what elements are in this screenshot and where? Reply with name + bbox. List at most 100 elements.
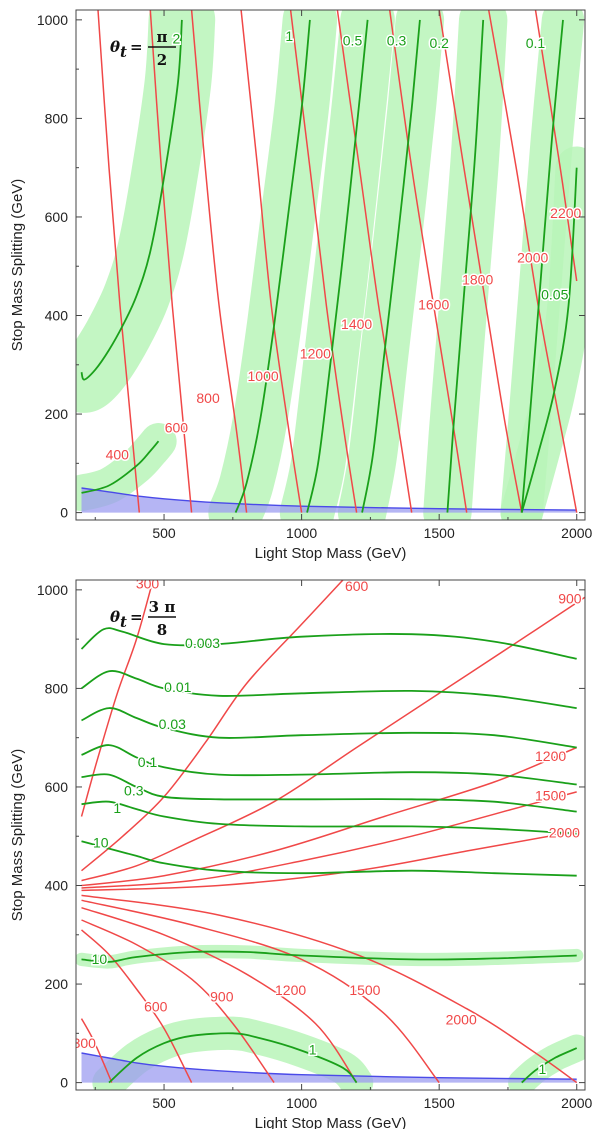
theta-equals: = [130, 608, 143, 626]
green-contour-label: 10 [93, 834, 109, 850]
excluded-region [81, 1053, 577, 1083]
uncertainty-band [76, 10, 216, 413]
red-contour-label: 2000 [517, 250, 548, 266]
x-tick-label: 500 [152, 1095, 176, 1111]
red-contour-label: 2000 [446, 1012, 477, 1028]
red-contour-label: 1200 [275, 982, 306, 998]
red-contour-label: 600 [144, 998, 168, 1014]
green-contour-label: 0.5 [343, 33, 363, 49]
theta-equals: = [130, 38, 143, 56]
green-contour-label: 1 [538, 1061, 546, 1077]
red-contour-label: 1200 [300, 346, 331, 362]
green-contour-label: 0.3 [124, 783, 144, 799]
red-contour [438, 10, 523, 513]
green-contour [80, 627, 577, 660]
theta-subscript: t [120, 43, 127, 61]
theta-denominator: 8 [157, 621, 167, 639]
green-contour-label: 0.2 [429, 35, 449, 51]
red-contour-label: 900 [558, 590, 582, 606]
red-contour [336, 10, 413, 513]
green-contour-label: 1 [309, 1041, 317, 1057]
green-contour-label: 0.1 [138, 754, 158, 770]
red-contour [80, 1018, 113, 1083]
y-tick-label: 1000 [37, 582, 68, 598]
red-contour-label: 400 [106, 447, 130, 463]
theta-symbol: θ [110, 38, 120, 56]
red-contour [81, 919, 275, 1084]
green-contour [520, 167, 578, 513]
red-contour [97, 10, 141, 513]
red-contour [81, 580, 344, 872]
red-contour [81, 830, 577, 892]
red-contour [81, 906, 358, 1084]
green-contour [80, 19, 183, 381]
green-contour [306, 19, 369, 513]
red-contour [388, 10, 468, 513]
x-tick-label: 1500 [424, 1095, 455, 1111]
x-axis-label: Light Stop Mass (GeV) [255, 1115, 407, 1129]
theta-numerator: 3 π [149, 598, 176, 616]
green-contour [81, 773, 577, 813]
x-tick-label: 1000 [286, 1095, 317, 1111]
red-contour [149, 10, 193, 513]
green-contour [81, 440, 160, 494]
y-tick-label: 400 [45, 878, 69, 894]
red-contour-label: 800 [196, 390, 220, 406]
green-contour-label: 0.05 [541, 287, 568, 303]
red-contour-label: 1400 [341, 316, 372, 332]
red-contour-label: 600 [165, 420, 189, 436]
x-axis-label: Light Stop Mass (GeV) [255, 545, 407, 562]
y-tick-label: 600 [45, 209, 69, 225]
y-tick-label: 400 [45, 308, 69, 324]
green-contour-label: 0.01 [164, 679, 191, 695]
x-tick-label: 2000 [561, 525, 592, 541]
green-contour [81, 800, 577, 835]
green-contour [80, 670, 577, 709]
green-contour-label: 0.03 [159, 716, 186, 732]
red-contour [81, 929, 193, 1083]
y-tick-label: 1000 [37, 12, 68, 28]
green-contour [81, 707, 577, 749]
exclusion-line [81, 487, 577, 511]
x-tick-label: 1500 [424, 525, 455, 541]
green-contour-label: 1 [113, 800, 121, 816]
red-contour-label: 300 [136, 576, 160, 592]
red-contour-label: 1200 [535, 748, 566, 764]
green-contour [81, 744, 577, 786]
red-contour-label: 300 [73, 1035, 97, 1051]
green-contour [234, 19, 311, 513]
y-axis-label: Stop Mass Splitting (GeV) [9, 179, 26, 352]
x-tick-label: 500 [152, 525, 176, 541]
plot-frame [75, 9, 586, 521]
exclusion-line [81, 1052, 577, 1080]
red-contour [81, 894, 578, 1084]
green-contour-label: 0.003 [185, 635, 220, 651]
y-tick-label: 200 [45, 976, 69, 992]
y-tick-label: 800 [45, 680, 69, 696]
y-tick-label: 800 [45, 110, 69, 126]
x-tick-label: 1000 [286, 525, 317, 541]
green-contour-label: 1 [285, 28, 293, 44]
theta-symbol: θ [110, 608, 120, 626]
plot-area: 300 600 900 1200 1500 2000 300 600 900 1200 1500 20… [73, 576, 585, 1090]
red-contour-label: 2000 [549, 824, 580, 840]
y-tick-label: 0 [60, 505, 68, 521]
red-contour [81, 596, 585, 882]
excluded-region [81, 488, 577, 513]
green-contour [361, 19, 421, 513]
green-contour [81, 840, 577, 877]
y-tick-label: 600 [45, 779, 69, 795]
red-contour-label: 900 [210, 989, 234, 1005]
green-contour [446, 19, 485, 513]
theta-numerator: π [157, 28, 168, 46]
plot-area: 400 600 800 1000 1200 1400 1600 1800 2000 2200 2 1 0… [76, 10, 585, 520]
red-contour-label: 1500 [349, 982, 380, 998]
y-tick-label: 200 [45, 406, 69, 422]
y-tick-label: 0 [60, 1075, 68, 1091]
x-tick-label: 2000 [561, 1095, 592, 1111]
red-contour [240, 10, 303, 513]
green-contour [521, 1047, 578, 1084]
